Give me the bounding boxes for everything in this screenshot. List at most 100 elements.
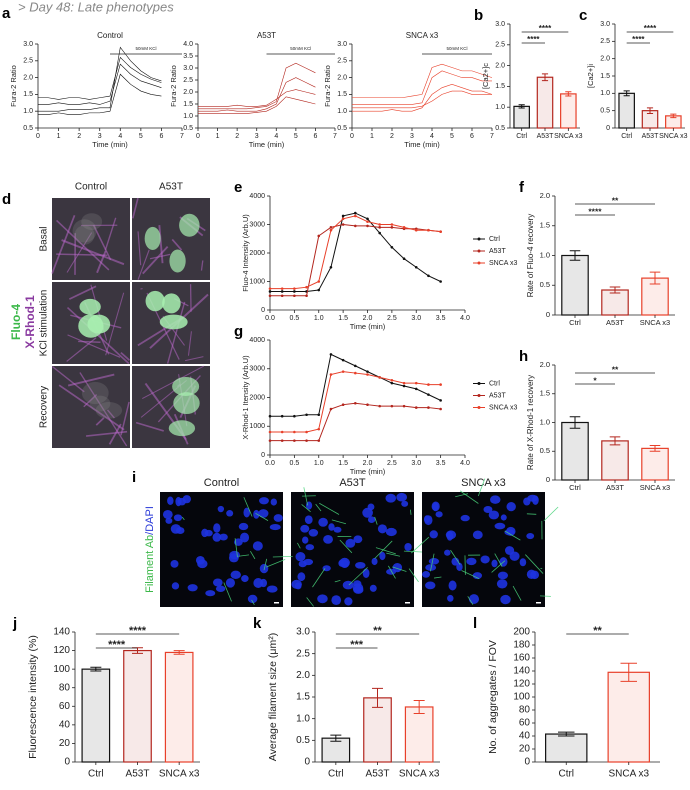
y-tick-label: 1.0 bbox=[337, 108, 347, 115]
nucleus bbox=[460, 514, 470, 522]
nucleus bbox=[456, 562, 463, 571]
nucleus bbox=[253, 509, 260, 519]
y-tick-label: 160 bbox=[513, 653, 530, 664]
x-tick-label: 0 bbox=[350, 133, 354, 140]
nucleus bbox=[369, 584, 377, 592]
y-tick-label: 0 bbox=[606, 125, 610, 132]
side-label-part: /DAPI bbox=[144, 506, 156, 535]
x-tick-label: 5 bbox=[294, 133, 298, 140]
series-marker bbox=[439, 230, 442, 233]
scale-bar bbox=[274, 602, 279, 604]
filament bbox=[348, 567, 368, 586]
significance-label: **** bbox=[588, 206, 602, 216]
filament bbox=[543, 506, 559, 522]
error-bar bbox=[173, 650, 185, 655]
filament bbox=[243, 497, 253, 517]
y-tick-label: 1.5 bbox=[23, 91, 33, 98]
series-marker bbox=[305, 294, 308, 298]
filament bbox=[375, 547, 396, 555]
filament bbox=[272, 555, 293, 558]
series-marker bbox=[402, 404, 406, 408]
series-marker bbox=[268, 294, 272, 298]
panel: 0.5 1.0 1.5 2.0 2.5 3.0 Fura-2 Ratio SNCA x3 0 1 2… bbox=[323, 31, 494, 149]
row-label: KCl stimulation bbox=[39, 290, 50, 357]
nucleus bbox=[173, 514, 183, 522]
y-tick-label: 1.0 bbox=[495, 104, 505, 111]
y-tick-label: 80 bbox=[59, 682, 71, 693]
y-tick-label: 0 bbox=[304, 757, 310, 768]
panel: f 0 0.5 1.0 1.5 2.0 Rate of Fluo-4 recovery Ctr… bbox=[519, 179, 675, 327]
x-tick-label: SNCA x3 bbox=[640, 318, 670, 327]
y-tick-label: 0 bbox=[546, 310, 550, 319]
x-tick-label: 0.5 bbox=[290, 315, 300, 322]
nucleus bbox=[204, 529, 213, 537]
error-bar bbox=[569, 416, 581, 429]
x-tick-label: SNCA x3 bbox=[399, 769, 440, 780]
error-bar bbox=[646, 107, 654, 114]
nucleus bbox=[431, 501, 440, 512]
x-tick-label: A53T bbox=[606, 483, 624, 492]
filament bbox=[388, 565, 396, 579]
y-tick-label: 0.5 bbox=[540, 280, 550, 289]
y-tick-label: 3.0 bbox=[495, 21, 505, 28]
cell bbox=[169, 249, 186, 273]
series-marker bbox=[402, 381, 406, 385]
y-tick-label: 1.5 bbox=[495, 83, 505, 90]
series-line bbox=[38, 63, 162, 105]
nucleus bbox=[241, 575, 249, 583]
series-line bbox=[352, 70, 492, 105]
x-tick-label: 6 bbox=[159, 133, 163, 140]
nucleus bbox=[362, 507, 373, 518]
nucleus bbox=[252, 541, 263, 551]
series-marker bbox=[293, 287, 296, 290]
series-marker bbox=[268, 290, 272, 293]
nucleus bbox=[238, 522, 249, 531]
series-line bbox=[198, 62, 316, 110]
series-marker bbox=[305, 285, 308, 289]
x-tick-label: Ctrl bbox=[621, 133, 632, 140]
fiber bbox=[95, 417, 105, 426]
series-marker bbox=[366, 373, 369, 376]
series-marker bbox=[280, 430, 284, 434]
filament bbox=[491, 560, 506, 573]
bar bbox=[561, 421, 589, 481]
cell bbox=[172, 376, 200, 396]
series-marker bbox=[293, 430, 296, 434]
y-tick-label: 1.0 bbox=[23, 108, 33, 115]
error-bar bbox=[90, 666, 102, 672]
panel: b 0.5 1.0 1.5 2.0 2.5 3.0 [Ca2+]c Ctrl A53T SNCA x… bbox=[474, 7, 583, 140]
fiber bbox=[51, 214, 76, 274]
bar bbox=[561, 254, 589, 316]
bar bbox=[164, 651, 194, 763]
fiber bbox=[79, 372, 128, 447]
legend-label: SNCA x3 bbox=[489, 260, 518, 267]
nucleus bbox=[490, 495, 501, 504]
nucleus bbox=[504, 546, 515, 555]
x-tick-label: 7 bbox=[490, 133, 494, 140]
y-tick-label: 2.0 bbox=[495, 62, 505, 69]
y-tick-label: 2.5 bbox=[495, 42, 505, 49]
x-tick-label: 0.0 bbox=[265, 315, 275, 322]
nucleus bbox=[187, 584, 198, 592]
panel-letter: l bbox=[473, 615, 477, 632]
fiber bbox=[137, 249, 150, 280]
filament bbox=[433, 576, 442, 579]
nucleus bbox=[170, 524, 182, 534]
nucleus bbox=[494, 522, 506, 530]
cell bbox=[162, 293, 181, 314]
micrograph bbox=[422, 492, 545, 607]
nucleus bbox=[488, 510, 500, 520]
panel-letter: h bbox=[519, 348, 528, 365]
y-tick-label: 2.0 bbox=[183, 89, 193, 96]
filament bbox=[467, 596, 474, 605]
cell bbox=[173, 392, 200, 415]
bar bbox=[560, 93, 577, 129]
x-tick-label: 2.5 bbox=[387, 315, 397, 322]
fiber bbox=[92, 224, 112, 261]
fiber bbox=[200, 260, 204, 271]
y-tick-label: 1.0 bbox=[540, 417, 550, 426]
y-tick-label: 40 bbox=[519, 731, 531, 742]
filament bbox=[238, 554, 250, 557]
y-axis-label: Rate of X-Rhod-1 recovery bbox=[526, 375, 535, 470]
nucleus bbox=[302, 536, 309, 544]
